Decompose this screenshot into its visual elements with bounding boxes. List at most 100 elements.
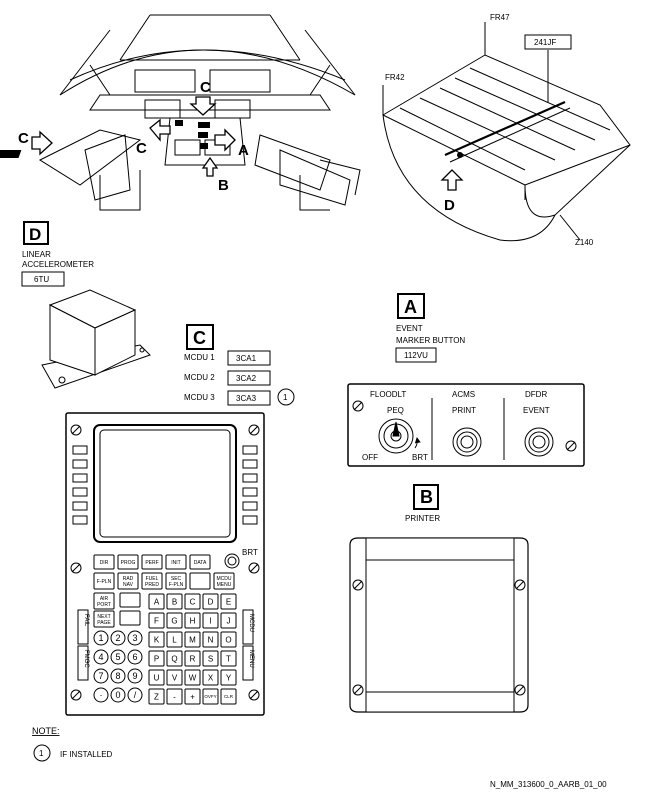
key-n[interactable]: N (202, 631, 219, 648)
lsk-left-2[interactable] (72, 459, 88, 469)
key-num-9[interactable]: · (93, 687, 109, 703)
func-key-fuel-pred-label: FUEL (146, 576, 159, 582)
func-key-perf[interactable]: PERF (141, 554, 163, 570)
key-num-8[interactable]: 9 (127, 668, 143, 684)
annunciator-fail: FAIL (83, 614, 89, 627)
key-a[interactable]: A (148, 593, 165, 610)
key-l[interactable]: L (166, 631, 183, 648)
func-key-blank[interactable] (189, 572, 211, 590)
key-c[interactable]: C (184, 593, 201, 610)
key-g[interactable]: G (166, 612, 183, 629)
key-num-0[interactable]: 1 (93, 630, 109, 646)
line-select-keys (72, 445, 258, 525)
key-num-3[interactable]: 4 (93, 649, 109, 665)
key-num-0-label: 1 (98, 633, 103, 643)
key-y[interactable]: Y (220, 669, 237, 686)
func-key-prog-label: PROG (121, 560, 136, 566)
key-u[interactable]: U (148, 669, 165, 686)
key-num-10[interactable]: 0 (110, 687, 126, 703)
key-o[interactable]: O (220, 631, 237, 648)
key-f[interactable]: F (148, 612, 165, 629)
key-[interactable]: - (166, 688, 183, 705)
func-key-blank-3[interactable] (119, 610, 141, 626)
key-j[interactable]: J (220, 612, 237, 629)
detail-a-ident: 112VU (404, 351, 428, 360)
key-z[interactable]: Z (148, 688, 165, 705)
key-m-label: M (189, 635, 196, 644)
lsk-left-3[interactable] (72, 473, 88, 483)
key-num-10-label: 0 (115, 690, 120, 700)
lsk-right-5[interactable] (242, 501, 258, 511)
note-1-text: IF INSTALLED (60, 750, 113, 759)
key-i-label: I (209, 616, 211, 625)
key-r-label: R (190, 654, 196, 663)
detail-b-title: PRINTER (405, 514, 440, 523)
lsk-left-4[interactable] (72, 487, 88, 497)
key-clr[interactable]: CLR (220, 688, 237, 705)
key-ovfy[interactable]: OVFY (202, 688, 219, 705)
key-p[interactable]: P (148, 650, 165, 667)
mcdu-screen (93, 424, 237, 543)
key-num-2[interactable]: 3 (127, 630, 143, 646)
key-s[interactable]: S (202, 650, 219, 667)
func-key-sec-f-pln-label: SEC (171, 576, 182, 582)
func-key-init[interactable]: INIT (165, 554, 187, 570)
callout-a: A (238, 142, 249, 159)
key-v-label: V (172, 673, 178, 682)
lsk-right-6[interactable] (242, 515, 258, 525)
func-key-dir[interactable]: DIR (93, 554, 115, 570)
key-[interactable]: + (184, 688, 201, 705)
key-num-1[interactable]: 2 (110, 630, 126, 646)
lsk-right-4[interactable] (242, 487, 258, 497)
lsk-right-3[interactable] (242, 473, 258, 483)
key-num-6-label: 7 (98, 671, 103, 681)
key-k-label: K (154, 635, 160, 644)
key-x[interactable]: X (202, 669, 219, 686)
detail-b: B PRINTER (349, 484, 529, 713)
key-num-3-label: 4 (98, 652, 103, 662)
key-num-5-label: 6 (132, 652, 137, 662)
key-h[interactable]: H (184, 612, 201, 629)
key-m[interactable]: M (184, 631, 201, 648)
key-v[interactable]: V (166, 669, 183, 686)
func-key-air-port-label: PORT (97, 602, 111, 608)
mcdu1-label: MCDU 1 (184, 353, 215, 362)
key-num-5[interactable]: 6 (127, 649, 143, 665)
notes-heading: NOTE: (32, 726, 60, 736)
figure-reference: N_MM_313600_0_AARB_01_00 (490, 780, 607, 789)
key-num-11[interactable]: / (127, 687, 143, 703)
key-b[interactable]: B (166, 593, 183, 610)
key-e[interactable]: E (220, 593, 237, 610)
func-key-data[interactable]: DATA (189, 554, 211, 570)
func-key-prog[interactable]: PROG (117, 554, 139, 570)
key-num-6[interactable]: 7 (93, 668, 109, 684)
label-brt: BRT (412, 453, 428, 462)
lsk-left-6[interactable] (72, 515, 88, 525)
lsk-right-1[interactable] (242, 445, 258, 455)
lsk-right-2[interactable] (242, 459, 258, 469)
func-key-f-pln[interactable]: F-PLN (93, 572, 115, 590)
key-i[interactable]: I (202, 612, 219, 629)
key-w[interactable]: W (184, 669, 201, 686)
label-peq: PEQ (387, 406, 404, 415)
key-num-4[interactable]: 5 (110, 649, 126, 665)
key-num-7[interactable]: 8 (110, 668, 126, 684)
func-key-blank-2[interactable] (119, 592, 141, 608)
key-d[interactable]: D (202, 593, 219, 610)
callout-d-arrow (440, 169, 464, 191)
key-r[interactable]: R (184, 650, 201, 667)
key-k[interactable]: K (148, 631, 165, 648)
lsk-left-5[interactable] (72, 501, 88, 511)
label-dfdr: DFDR (525, 390, 547, 399)
lsk-left-1[interactable] (72, 445, 88, 455)
annunciator-menu: MENU (248, 650, 254, 668)
key-t[interactable]: T (220, 650, 237, 667)
key-q[interactable]: Q (166, 650, 183, 667)
key-f-label: F (154, 616, 159, 625)
